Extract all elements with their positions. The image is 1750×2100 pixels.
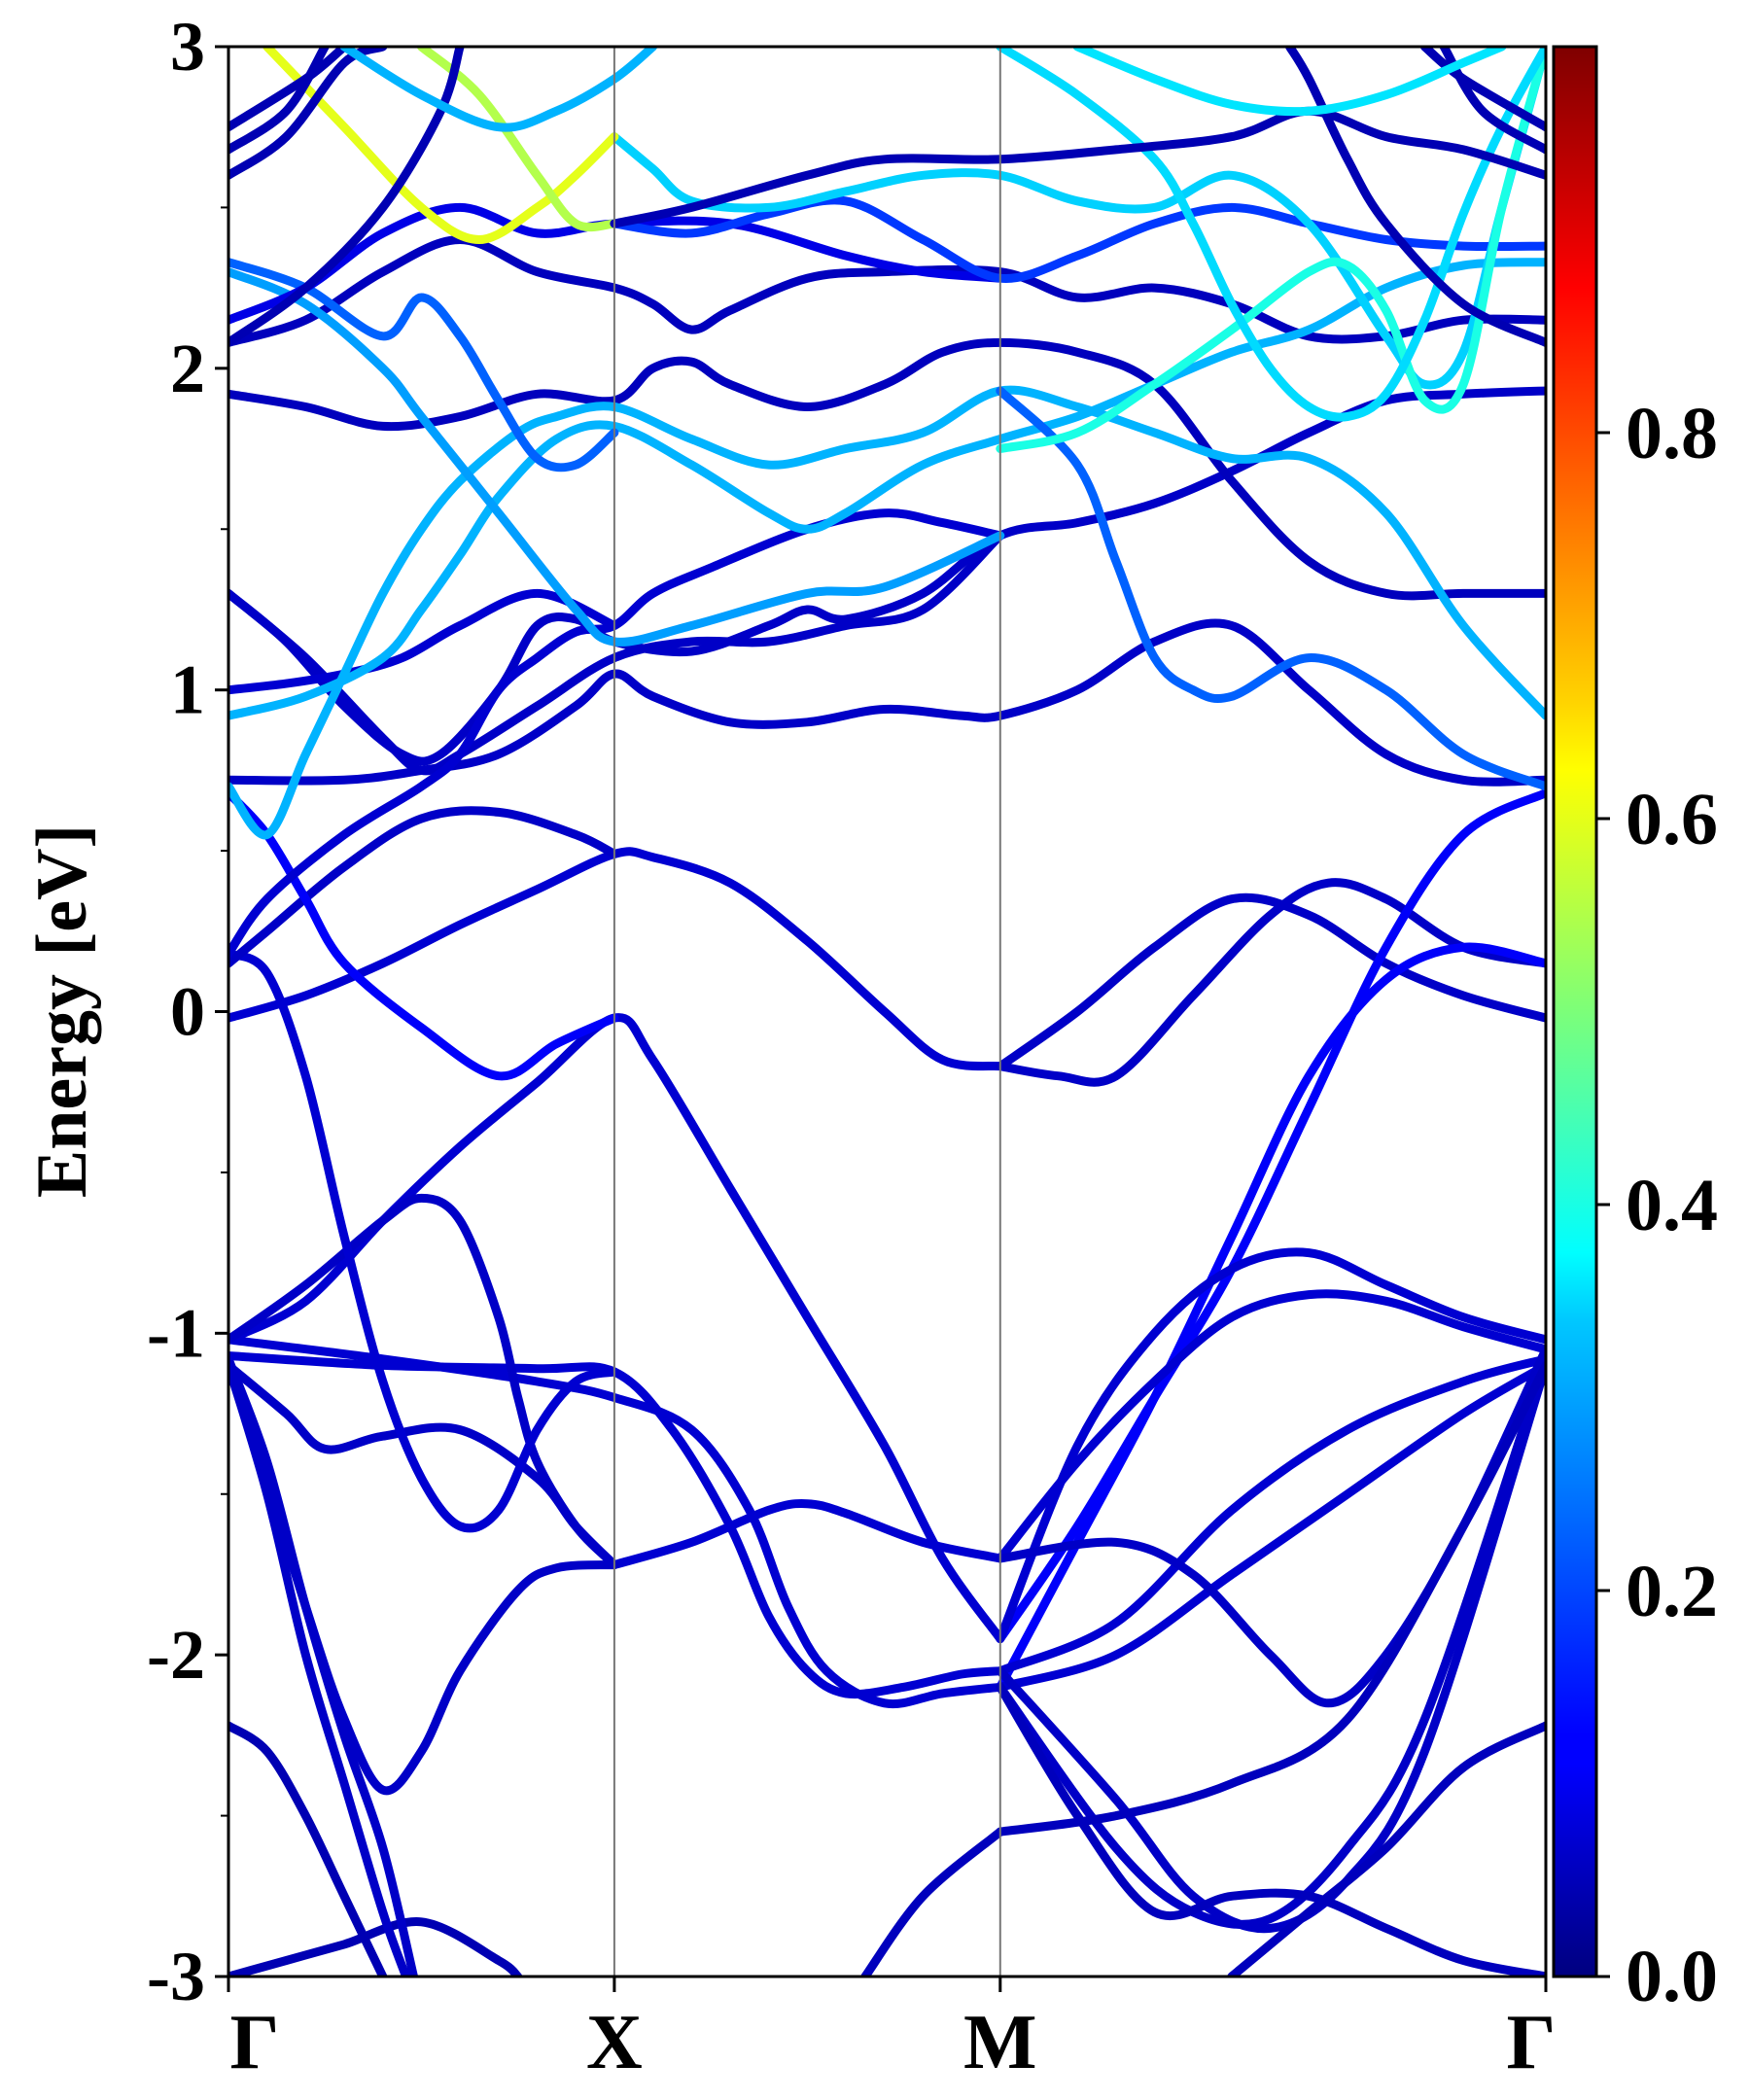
band-lines [228,47,1546,1977]
band-line [228,618,1546,787]
y-tick-label: 2 [170,330,205,407]
band-line [228,385,1546,840]
band-line [860,1827,1005,1977]
band-line [1227,1721,1546,1977]
band-line [996,1354,1546,1676]
colorbar-tick-label: 0.0 [1626,1936,1718,2017]
band-line [996,788,1546,1644]
band-line [996,942,1546,1692]
band-line [228,386,1546,766]
band-line [996,47,1546,453]
band-line [996,1360,1546,1934]
band-line [228,1354,619,1796]
band-line [228,531,1005,776]
colorbar [1552,45,1598,1978]
x-kpoint-label: M [963,2000,1037,2085]
band-line [996,1360,1546,1837]
band-line [228,47,349,132]
band-line [228,47,388,180]
band-line [228,47,465,347]
band-line [610,195,1546,283]
band-line [1072,47,1507,117]
band-line [228,588,619,695]
band-line [228,949,619,1533]
x-kpoint-label: X [586,2000,643,2085]
band-line [228,1335,1005,1709]
band-line [996,1247,1546,1644]
band-line [1419,47,1546,132]
band-line [262,47,619,244]
y-tick-label: 0 [170,973,205,1051]
band-line [228,788,619,1081]
y-tick-label: 1 [170,651,205,729]
band-line [996,47,1546,422]
band-line [610,1499,1005,1569]
y-tick-label: -2 [147,1616,205,1694]
band-line [1439,47,1546,155]
band-line [996,1360,1546,1692]
band-line [996,1289,1546,1563]
band-line [996,386,1546,791]
y-tick-label: -1 [147,1294,205,1372]
y-tick-label: -3 [147,1938,205,2015]
band-line [610,47,1546,390]
y-axis: 3 2 1 0 -1 -2 -3 [147,8,228,2015]
band-line [1285,47,1546,347]
y-axis-label: Energy [eV] [22,824,102,1198]
band-line [228,258,619,472]
band-line [228,337,1546,601]
colorbar-tick-label: 0.4 [1626,1165,1718,1246]
band-line [416,47,619,232]
band-line [228,258,1546,720]
colorbar-ticks: 0.0 0.2 0.4 0.6 0.8 [1596,393,1718,2017]
band-line [228,1193,619,1569]
band-line [228,806,619,968]
kpoint-divider-lines [612,47,1001,1977]
x-kpoint-label: Γ [230,2000,280,2085]
band-line [228,47,330,155]
band-line [996,892,1546,1071]
band-line [610,106,1546,228]
band-line [228,847,1005,1071]
band-line [228,235,1546,347]
band-line [228,267,1005,647]
band-line [228,1721,388,1977]
band-line [996,1682,1546,1977]
colorbar-tick-label: 0.6 [1626,779,1718,860]
band-line [996,1354,1546,1929]
band-line [996,878,1546,1087]
x-kpoint-label: Γ [1507,2000,1557,2085]
y-tick-label: 3 [170,8,205,86]
colorbar-tick-label: 0.2 [1626,1551,1718,1632]
colorbar-tick-label: 0.8 [1626,393,1718,474]
band-line [228,508,1005,959]
